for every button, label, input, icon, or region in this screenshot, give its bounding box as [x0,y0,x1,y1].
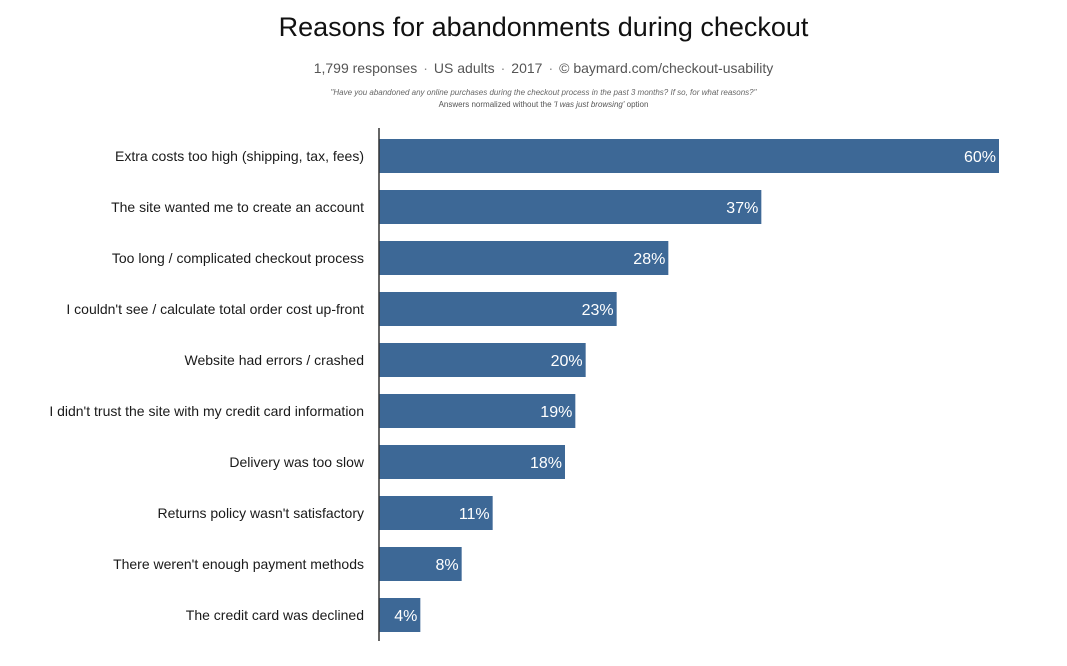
bar [379,445,565,479]
bar [379,394,576,428]
bar [379,547,462,581]
value-label: 28% [633,251,665,268]
chart-subtitle: 1,799 responses · US adults · 2017 · © baymard… [0,60,1067,76]
category-label: Website had errors / crashed [185,352,365,368]
bar [379,241,669,275]
separator-dot: · [548,60,554,76]
chart-title: Reasons for abandonments during checkout [278,12,809,42]
value-label: 19% [540,404,572,421]
note-suffix: option [624,100,649,109]
year-label: 2017 [511,60,543,76]
separator-dot: · [423,60,428,76]
source-link[interactable]: © baymard.com/checkout-usability [559,60,774,76]
bar [379,598,421,632]
value-label: 23% [582,302,614,319]
normalization-note: Answers normalized without the 'I was ju… [0,100,1067,109]
bar [379,496,493,530]
category-label: I didn't trust the site with my credit c… [49,403,364,419]
bar [379,190,762,224]
category-label: The site wanted me to create an account [111,199,364,215]
separator-dot: · [500,60,506,76]
value-label: 18% [530,455,562,472]
value-label: 20% [551,353,583,370]
responses-count: 1,799 responses [313,60,418,76]
note-italic: 'I was just browsing' [553,100,625,109]
note-prefix: Answers normalized without the [438,100,554,109]
category-label: The credit card was declined [186,607,364,623]
bar [379,343,586,377]
audience-label: US adults [433,60,495,76]
value-label: 37% [726,200,758,217]
value-label: 4% [394,608,417,625]
value-label: 60% [964,149,996,166]
bar [379,292,617,326]
value-label: 8% [436,557,459,574]
category-label: Returns policy wasn't satisfactory [157,505,364,521]
category-label: Extra costs too high (shipping, tax, fee… [115,148,364,164]
category-label: Delivery was too slow [229,454,364,470]
category-label: There weren't enough payment methods [113,556,364,572]
value-label: 11% [459,506,490,523]
category-label: I couldn't see / calculate total order c… [66,301,364,317]
bar [379,139,999,173]
survey-question: "Have you abandoned any online purchases… [330,88,757,97]
category-label: Too long / complicated checkout process [112,250,364,266]
